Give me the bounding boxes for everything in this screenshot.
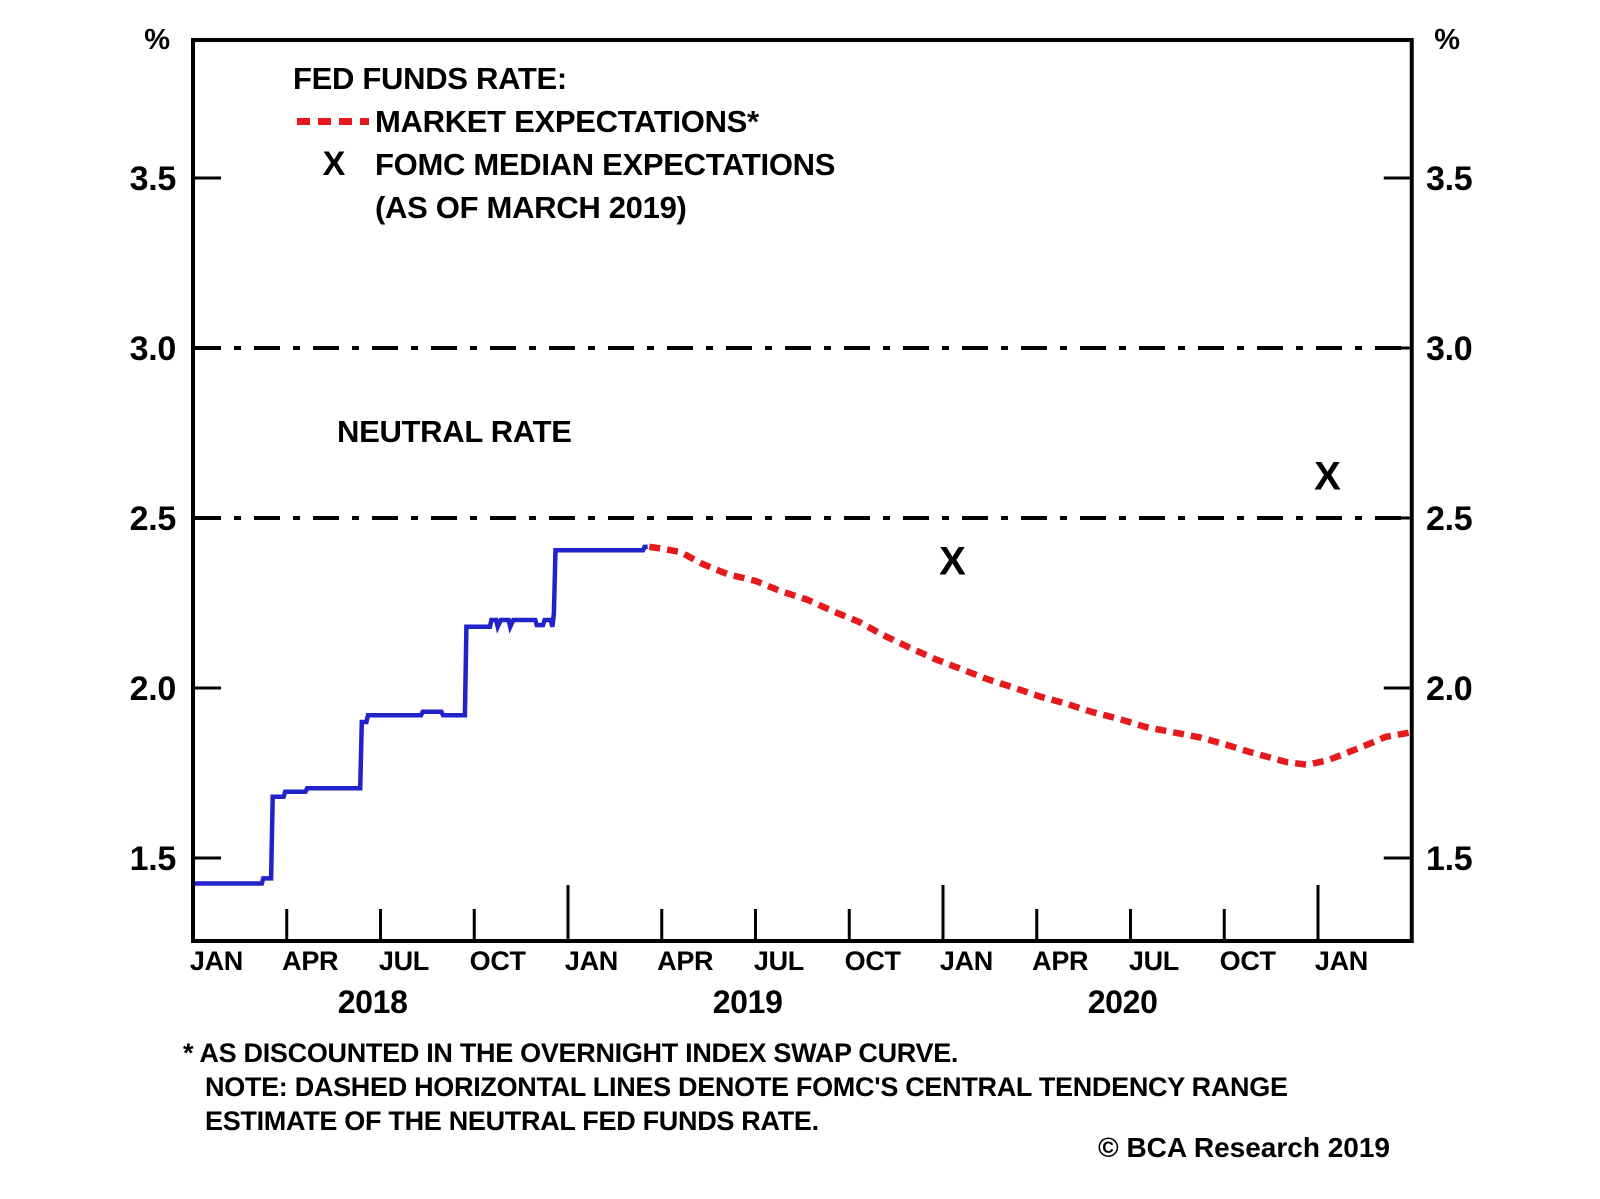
legend-market-expectations-label: MARKET EXPECTATIONS* [375, 103, 759, 139]
fomc-median-x-marker-2: X [1314, 455, 1341, 499]
x-axis-month-label-JUL: JUL [379, 946, 429, 976]
x-axis-month-label-APR: APR [657, 946, 713, 976]
x-axis-month-label-OCT: OCT [1220, 946, 1277, 976]
footnotes: * AS DISCOUNTED IN THE OVERNIGHT INDEX S… [183, 1036, 1288, 1138]
x-axis-month-label-JAN: JAN [565, 946, 618, 976]
y-axis-label-right-1.5: 1.5 [1426, 840, 1472, 878]
y-axis-label-right-3.5: 3.5 [1426, 160, 1472, 198]
plot-border [191, 38, 1414, 943]
y-axis-label-left-3.5: 3.5 [130, 160, 176, 198]
x-axis-month-label-JUL: JUL [754, 946, 804, 976]
legend-row-market: MARKET EXPECTATIONS* [293, 100, 835, 143]
neutral-rate-annotation: NEUTRAL RATE [337, 414, 572, 449]
x-axis-month-label-JAN: JAN [190, 946, 243, 976]
legend-row-fomc-note: (AS OF MARCH 2019) [293, 186, 835, 229]
footnote-line-2: NOTE: DASHED HORIZONTAL LINES DENOTE FOM… [205, 1072, 1288, 1102]
y-axis-label-left-2.5: 2.5 [130, 500, 176, 538]
y-axis-unit-right: % [1434, 24, 1460, 56]
y-axis-unit-left: % [144, 24, 170, 56]
fomc-x-marker-icon: X [322, 145, 346, 183]
y-axis-label-left-2.0: 2.0 [130, 670, 176, 708]
x-axis-month-label-OCT: OCT [470, 946, 527, 976]
legend-title: FED FUNDS RATE: [293, 60, 567, 96]
x-axis-month-label-JAN: JAN [940, 946, 993, 976]
fomc-median-x-marker-1: X [939, 540, 966, 584]
y-axis-label-left-3.0: 3.0 [130, 330, 176, 368]
x-axis-month-label-APR: APR [282, 946, 338, 976]
market-expectations-line [648, 543, 1413, 769]
legend-fomc-label: FOMC MEDIAN EXPECTATIONS [375, 146, 836, 182]
x-axis-year-label-2020: 2020 [1088, 984, 1158, 1020]
legend-row-title: FED FUNDS RATE: [293, 57, 835, 100]
actual-fed-funds-line [193, 544, 648, 886]
x-axis-year-label-2019: 2019 [713, 984, 783, 1020]
footnote-line-1: * AS DISCOUNTED IN THE OVERNIGHT INDEX S… [183, 1038, 959, 1068]
x-axis-month-label-APR: APR [1032, 946, 1088, 976]
copyright-notice: © BCA Research 2019 [1098, 1132, 1390, 1163]
x-axis-month-label-JAN: JAN [1315, 946, 1368, 976]
x-axis-month-label-OCT: OCT [845, 946, 902, 976]
x-axis-year-label-2018: 2018 [338, 984, 408, 1020]
market-expectations-dash-icon [297, 118, 369, 125]
legend-marker-cell [293, 118, 375, 125]
legend-row-fomc: X FOMC MEDIAN EXPECTATIONS [293, 143, 836, 186]
footnote-line-3: ESTIMATE OF THE NEUTRAL FED FUNDS RATE. [205, 1106, 819, 1136]
y-axis-label-left-1.5: 1.5 [130, 840, 176, 878]
legend: FED FUNDS RATE: MARKET EXPECTATIONS* X F… [293, 57, 835, 229]
y-axis-label-right-3.0: 3.0 [1426, 330, 1472, 368]
y-axis-label-right-2.0: 2.0 [1426, 670, 1472, 708]
y-axis-label-right-2.5: 2.5 [1426, 500, 1472, 538]
x-axis-month-label-JUL: JUL [1129, 946, 1179, 976]
legend-fomc-note-label: (AS OF MARCH 2019) [375, 189, 687, 225]
